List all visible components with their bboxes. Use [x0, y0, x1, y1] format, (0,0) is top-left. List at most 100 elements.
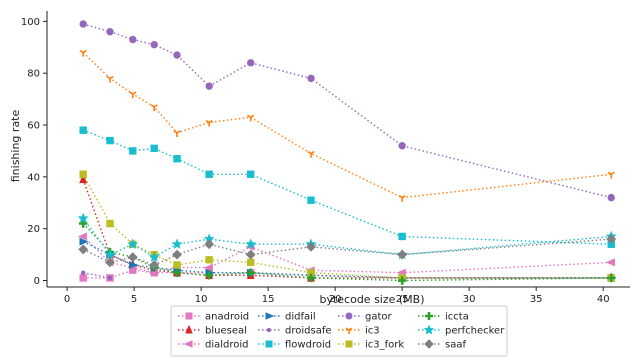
data-point [79, 274, 87, 282]
x-tick-label: 35 [530, 294, 543, 305]
y-tick-label: 20 [27, 224, 40, 235]
series-line [82, 238, 612, 266]
legend-item: gator [338, 312, 393, 323]
y-tick-label: 60 [27, 121, 40, 132]
data-point [173, 51, 181, 59]
data-point [247, 258, 255, 267]
axes: 0 5 10 15 20 25 30 35 40 0 20 40 60 80 100 [21, 11, 630, 305]
legend-label: perfchecker [445, 326, 505, 337]
legend-label: flowdroid [285, 340, 331, 351]
series-blueseal [79, 173, 616, 282]
legend-label: droidsafe [285, 326, 332, 337]
series-line [82, 235, 612, 274]
data-point [398, 142, 406, 150]
series-saaf [78, 234, 617, 270]
legend-label: dialdroid [205, 340, 249, 351]
y-tick-label: 40 [27, 172, 40, 183]
data-point [79, 173, 88, 184]
data-point [106, 136, 114, 145]
series-line [82, 179, 612, 279]
data-point [106, 28, 114, 36]
legend-item: blueseal [178, 324, 247, 337]
legend-marker [265, 312, 275, 320]
data-point [247, 114, 255, 122]
data-point [79, 20, 87, 28]
series-flowdroid [79, 126, 615, 248]
data-point [398, 232, 406, 241]
data-point [205, 256, 213, 264]
x-tick-label: 40 [597, 294, 610, 305]
data-point [78, 244, 89, 255]
x-tick-label: 10 [195, 294, 208, 305]
x-tick-label: 30 [463, 294, 476, 305]
data-point [150, 104, 158, 112]
series-perfchecker [77, 212, 617, 262]
data-point [79, 170, 87, 178]
series-line [82, 129, 612, 245]
series-iccta [78, 219, 616, 285]
series-line [83, 269, 612, 279]
legend-marker [266, 327, 272, 333]
data-point [306, 241, 316, 252]
legend-marker [345, 312, 353, 320]
y-axis-label: finishing rate [9, 110, 22, 183]
data-point [398, 194, 406, 202]
legend-marker [185, 312, 193, 320]
data-point [247, 170, 255, 178]
data-point [129, 261, 139, 269]
data-point [173, 261, 181, 269]
data-point [129, 35, 137, 44]
data-point [205, 119, 213, 127]
data-point [127, 238, 139, 249]
legend-item: iccta [418, 312, 469, 323]
data-point [607, 171, 615, 179]
data-point [397, 276, 407, 285]
data-point [127, 252, 138, 263]
series-line [82, 173, 612, 279]
legend-item: flowdroid [258, 340, 331, 351]
legend-item: didfail [258, 312, 316, 323]
x-tick-label: 20 [329, 294, 342, 305]
y-tick-label: 100 [21, 17, 40, 28]
data-point [307, 74, 315, 83]
data-point [203, 263, 213, 272]
plot-area [77, 20, 617, 285]
data-point [79, 126, 87, 134]
data-point [77, 212, 89, 223]
data-point [205, 82, 213, 90]
series-didfail [79, 237, 617, 282]
data-point [105, 257, 115, 268]
legend-label: iccta [445, 312, 469, 323]
data-point [307, 196, 315, 204]
data-point [79, 237, 89, 246]
data-point [171, 238, 183, 249]
legend-item: droidsafe [258, 326, 332, 337]
data-point [104, 248, 116, 260]
data-point [246, 268, 255, 277]
data-point [107, 275, 113, 281]
data-point [307, 150, 315, 158]
legend-label: anadroid [205, 312, 249, 323]
data-point [148, 251, 160, 262]
x-tick-label: 5 [131, 294, 137, 305]
legend-marker [345, 340, 353, 348]
data-point [245, 249, 256, 260]
legend-marker [423, 324, 435, 335]
x-tick-label: 15 [262, 294, 275, 305]
data-point [80, 270, 86, 276]
data-point [106, 75, 114, 83]
legend-item: dialdroid [178, 340, 249, 351]
data-point [129, 147, 137, 155]
data-point [204, 271, 214, 280]
data-point [150, 40, 158, 49]
series-line [82, 217, 612, 259]
data-point [149, 260, 160, 270]
legend-label: didfail [285, 312, 316, 323]
data-point [607, 273, 616, 283]
legend-label: ic3 [365, 326, 380, 337]
legend-label: saaf [445, 340, 466, 351]
data-point [205, 170, 213, 178]
data-point [173, 155, 181, 163]
series-line [83, 23, 612, 199]
data-point [204, 239, 215, 250]
